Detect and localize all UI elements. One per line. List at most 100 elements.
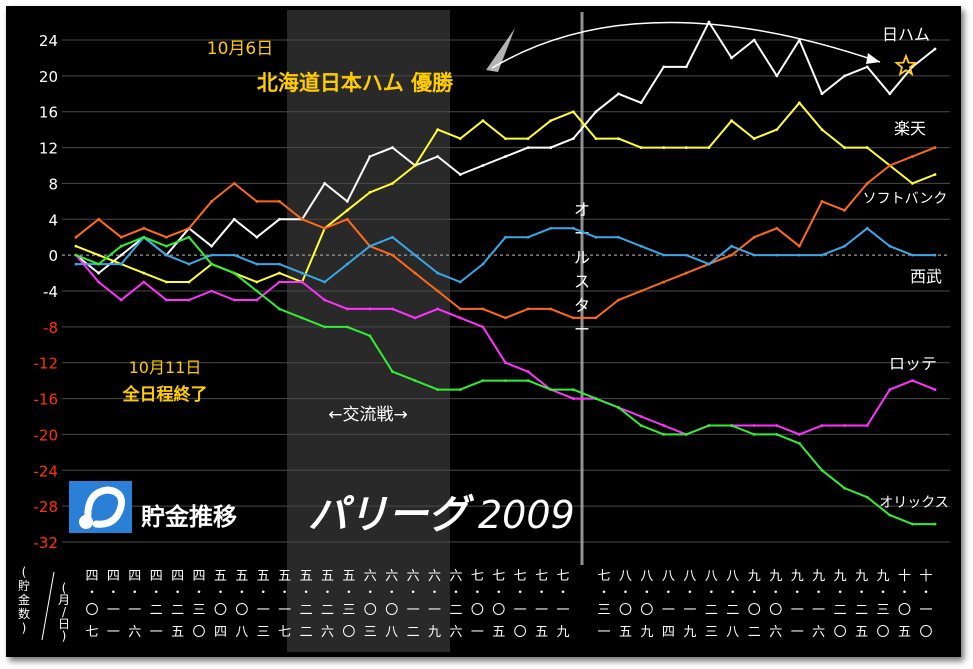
allstar-label-char: オ (574, 200, 590, 219)
x-tick-dot: ・ (407, 585, 419, 599)
data-point (843, 74, 846, 78)
data-point (481, 379, 485, 383)
data-point (97, 280, 101, 284)
x-tick-day-1: 一 (514, 603, 527, 618)
data-point (797, 433, 801, 436)
data-point (481, 325, 485, 329)
x-axis-label-char: / (62, 605, 67, 619)
data-point (323, 325, 327, 329)
data-point (187, 226, 191, 230)
x-tick-day-1: 〇 (85, 603, 98, 618)
y-tick-label: -24 (34, 462, 59, 480)
x-tick-month: 七 (514, 569, 527, 584)
x-tick-day-2: 六 (769, 625, 782, 640)
x-tick-month: 五 (321, 569, 334, 584)
series-label: 日ハム (882, 25, 930, 44)
data-point (617, 298, 620, 302)
data-point (300, 217, 304, 221)
x-tick-day-1: 〇 (235, 603, 248, 618)
x-tick-day-2: 六 (128, 625, 141, 640)
data-point (436, 155, 440, 158)
y-tick-label: 20 (39, 68, 58, 86)
x-tick-month: 四 (128, 569, 141, 584)
x-tick-month: 八 (705, 569, 718, 584)
data-point (888, 244, 892, 248)
x-tick-month: 五 (257, 569, 270, 584)
x-tick-day-1: 二 (150, 603, 163, 618)
y-axis-label-char: 数 (18, 606, 30, 621)
x-tick-day-1: 〇 (492, 603, 505, 618)
x-tick-dot: ・ (364, 585, 376, 599)
data-point (820, 253, 824, 257)
x-tick-day-1: 二 (855, 603, 868, 618)
data-point (142, 226, 146, 230)
data-point (933, 522, 937, 526)
data-point (707, 424, 711, 427)
x-tick-dot: ・ (856, 585, 868, 599)
data-point (165, 244, 168, 248)
data-point (730, 244, 733, 248)
data-point (481, 307, 485, 311)
data-point (413, 379, 417, 383)
data-point (662, 146, 666, 149)
data-point (323, 182, 327, 185)
axis-label-slash (41, 571, 55, 641)
series-label: 西武 (910, 267, 942, 286)
x-tick-dot: ・ (662, 585, 674, 599)
x-tick-month: 九 (748, 569, 761, 584)
allstar-label-char: ル (574, 248, 590, 267)
data-point (843, 424, 846, 427)
data-point (571, 388, 575, 392)
y-tick-label: -16 (34, 391, 59, 409)
data-point (775, 74, 779, 78)
data-point (526, 370, 530, 374)
league-name: パリーグ (308, 492, 475, 538)
data-point (458, 173, 462, 176)
x-tick-day-2: 八 (726, 625, 739, 640)
x-tick-day-1: 二 (449, 603, 462, 618)
y-tick-label: -8 (43, 319, 58, 337)
data-point (391, 182, 394, 185)
x-tick-day-2: 五 (898, 625, 911, 640)
chart-title: 貯金推移 (141, 503, 237, 531)
y-tick-label: 0 (48, 247, 58, 265)
data-point (232, 253, 236, 257)
series-label: オリックス (879, 495, 949, 511)
data-point (752, 253, 756, 257)
data-point (74, 244, 78, 248)
data-point (504, 137, 507, 141)
x-tick-month: 四 (85, 569, 98, 584)
x-tick-day-1: 二 (321, 603, 334, 618)
x-tick-day-2: 〇 (877, 625, 890, 640)
data-point (323, 226, 327, 230)
allstar-label-char: ー (574, 320, 590, 339)
x-tick-dot: ・ (300, 585, 312, 599)
data-point (413, 253, 417, 257)
x-tick-month: 八 (640, 569, 653, 584)
data-point (775, 433, 779, 436)
data-point (662, 424, 666, 427)
data-point (300, 316, 304, 320)
x-tick-month: 九 (769, 569, 782, 584)
x-tick-month: 七 (556, 569, 569, 584)
data-point (458, 307, 462, 311)
data-point (775, 424, 779, 427)
data-point (843, 208, 846, 212)
data-point (549, 307, 553, 311)
data-point (594, 110, 598, 114)
x-tick-month: 四 (171, 569, 184, 584)
x-axis-label-char: ( (62, 581, 67, 595)
data-point (481, 262, 485, 266)
x-tick-day-2: 一 (791, 625, 804, 640)
data-point (391, 253, 394, 257)
data-point (323, 298, 327, 302)
x-tick-day-2: 七 (278, 625, 291, 640)
x-tick-day-1: 二 (171, 603, 184, 618)
x-tick-day-2: 二 (407, 625, 420, 640)
allstar-label-char: ス (574, 272, 590, 291)
x-tick-day-1: 〇 (898, 603, 911, 618)
y-axis-label-char: ( (22, 565, 27, 579)
data-point (933, 253, 937, 257)
data-point (571, 110, 575, 114)
